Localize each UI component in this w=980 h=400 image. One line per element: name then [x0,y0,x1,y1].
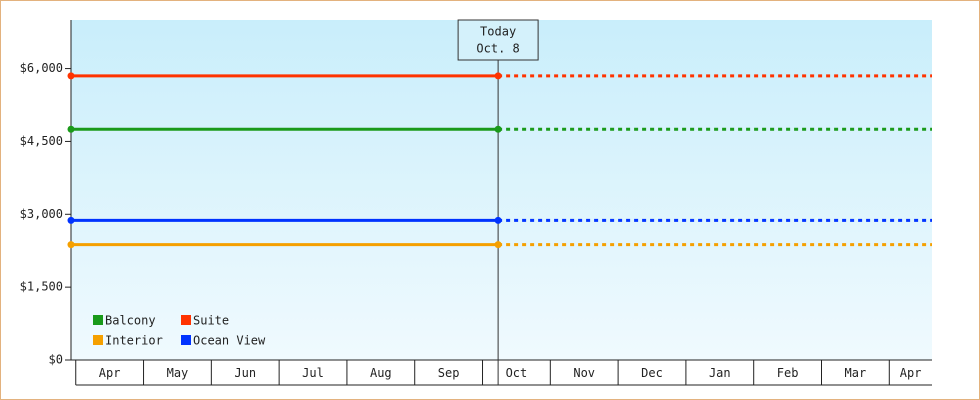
x-tick-label: Apr [900,366,922,380]
point [494,125,502,133]
point [494,241,502,249]
point [494,72,502,80]
plot-area [71,20,932,360]
x-tick-label: Jan [709,366,731,380]
point [67,125,75,133]
legend-swatch [93,335,103,345]
legend-label: Interior [105,334,163,348]
x-tick-label: Dec [641,366,663,380]
y-tick-label: $0 [49,353,63,367]
x-tick-label: Jul [302,366,324,380]
today-label: Today [480,25,516,39]
legend-label: Ocean View [193,334,266,348]
x-tick-label: Feb [777,366,799,380]
legend-swatch [181,315,191,325]
today-label: Oct. 8 [476,42,519,56]
x-tick-label: May [167,366,189,380]
x-tick-label: Mar [845,366,867,380]
x-tick-label: Jun [234,366,256,380]
x-tick-label: Oct [506,366,528,380]
y-tick-label: $4,500 [20,134,63,148]
point [494,216,502,224]
y-tick-label: $6,000 [20,61,63,75]
today-box [457,19,539,61]
y-tick-label: $3,000 [20,207,63,221]
legend-label: Suite [193,314,229,328]
y-tick-label: $1,500 [20,280,63,294]
x-tick-label: Sep [438,366,460,380]
point [67,72,75,80]
legend-label: Balcony [105,314,156,328]
point [67,241,75,249]
x-tick-label: Nov [573,366,595,380]
legend-swatch [181,335,191,345]
x-tick-label: Aug [370,366,392,380]
x-tick-label: Apr [99,366,121,380]
point [67,216,75,224]
legend-swatch [93,315,103,325]
